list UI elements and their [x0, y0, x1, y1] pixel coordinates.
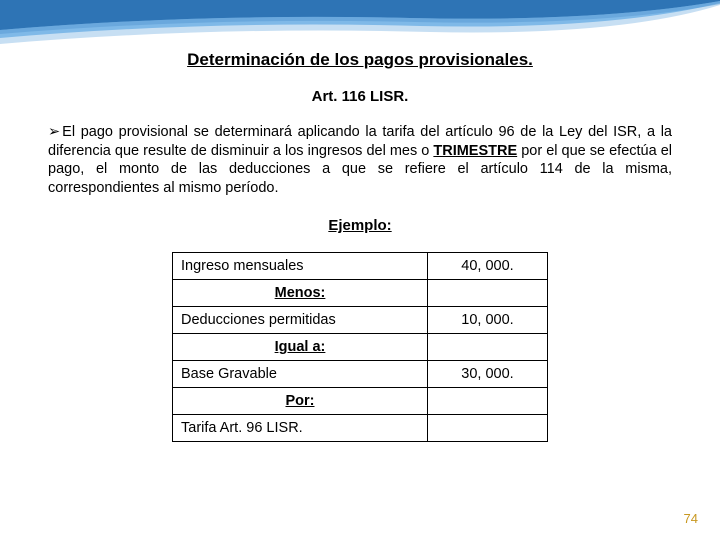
para-bold-word: TRIMESTRE — [433, 143, 517, 159]
row-value — [428, 280, 548, 307]
table-row: Por: — [173, 388, 548, 415]
row-label: Deducciones permitidas — [173, 307, 428, 334]
bullet-arrow-icon: ➢ — [48, 124, 60, 140]
content-area: Determinación de los pagos provisionales… — [0, 0, 720, 442]
row-value: 40, 000. — [428, 253, 548, 280]
row-operator: Menos: — [173, 280, 428, 307]
row-value — [428, 415, 548, 442]
page-number: 74 — [684, 511, 698, 526]
example-label: Ejemplo: — [48, 217, 672, 234]
table-row: Deducciones permitidas10, 000. — [173, 307, 548, 334]
row-label: Base Gravable — [173, 361, 428, 388]
slide-subtitle: Art. 116 LISR. — [48, 88, 672, 105]
table-row: Tarifa Art. 96 LISR. — [173, 415, 548, 442]
table-row: Igual a: — [173, 334, 548, 361]
slide: Determinación de los pagos provisionales… — [0, 0, 720, 540]
main-paragraph: ➢El pago provisional se determinará apli… — [48, 123, 672, 197]
row-value: 10, 000. — [428, 307, 548, 334]
row-value — [428, 334, 548, 361]
table-row: Base Gravable30, 000. — [173, 361, 548, 388]
row-value — [428, 388, 548, 415]
row-operator: Igual a: — [173, 334, 428, 361]
calculation-table: Ingreso mensuales40, 000.Menos:Deduccion… — [172, 252, 548, 442]
row-value: 30, 000. — [428, 361, 548, 388]
slide-title: Determinación de los pagos provisionales… — [48, 50, 672, 70]
table-row: Ingreso mensuales40, 000. — [173, 253, 548, 280]
table-row: Menos: — [173, 280, 548, 307]
row-label: Ingreso mensuales — [173, 253, 428, 280]
row-label: Tarifa Art. 96 LISR. — [173, 415, 428, 442]
row-operator: Por: — [173, 388, 428, 415]
